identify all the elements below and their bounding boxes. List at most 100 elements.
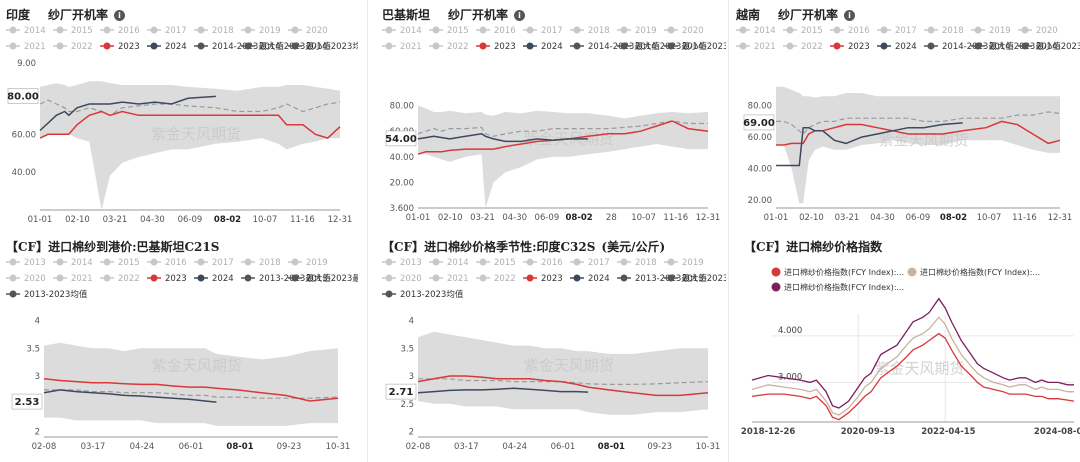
y-tick-label: 60.00 [12, 130, 36, 140]
info-icon[interactable]: i [844, 10, 856, 21]
legend-item: 2017 [895, 26, 917, 36]
legend-dot [432, 274, 440, 282]
legend-dot [291, 274, 299, 282]
legend-item: 2022 [447, 42, 469, 52]
x-tick-label: 03-17 [454, 442, 479, 452]
cursor-value-box [11, 393, 43, 410]
chart-svg[interactable]: 2014 2015 2016 2017 2018 2019 2020 2021 2022 2023… [730, 0, 1080, 228]
panel-title: 【CF】进口棉纱到港价:巴基斯坦C21S [6, 240, 220, 254]
watermark: 紫金天风期货 [152, 357, 242, 375]
y-tick-label: 20.00 [390, 178, 414, 188]
legend-item: 2024 [895, 42, 917, 52]
x-tick-label: 04-30 [870, 213, 895, 223]
legend-item: 2014 [754, 26, 776, 36]
index-series-line [751, 332, 1075, 421]
legend-item: 2023 [541, 274, 563, 284]
cursor-value: 80.00 [7, 91, 39, 102]
legend-dot [56, 274, 64, 282]
index-series-line [751, 316, 1074, 416]
legend-item: 2022 [71, 42, 93, 52]
x-tick-label: 11-16 [290, 215, 315, 225]
legend-dot [291, 26, 299, 34]
y-tick-label: 40.00 [390, 153, 414, 163]
legend-dot [56, 258, 64, 266]
divider [367, 0, 368, 462]
cursor-value: 2.71 [389, 387, 414, 398]
legend-dot [479, 274, 487, 282]
legend-dot [927, 42, 935, 50]
series-2024-line [417, 133, 588, 143]
info-icon[interactable]: i [514, 10, 526, 21]
legend-dot [620, 26, 628, 34]
x-tick-label: 03-21 [835, 213, 860, 223]
panel-title: 巴基斯坦 纱厂开机率 i [382, 6, 526, 23]
y-tick-label: 2 [409, 427, 414, 437]
x-tick-label: 06-01 [551, 442, 576, 452]
chart-svg[interactable]: 2014 2015 2016 2017 2018 2019 2020 2021 2022 2023… [376, 0, 726, 228]
chart-svg[interactable]: 进口棉纱价格指数(FCY Index):... 进口棉纱价格指数(FCY Inde… [730, 232, 1080, 462]
legend-dot [974, 42, 982, 50]
chart-panel-pakistan: 巴基斯坦 纱厂开机率 i 2014 2015 2016 2017 2018 2019 2020 2… [376, 0, 726, 228]
legend-dot [786, 26, 794, 34]
legend-dot [385, 42, 393, 50]
legend-item: 2014 [71, 258, 93, 268]
legend-dot [1021, 42, 1029, 50]
legend-dot [56, 42, 64, 50]
series-avg-line [418, 378, 709, 385]
info-icon[interactable]: i [114, 10, 126, 21]
legend-item: 2015 [494, 258, 516, 268]
legend-dot [103, 42, 111, 50]
x-tick-label: 06-09 [178, 215, 203, 225]
legend-dot [667, 42, 675, 50]
chart-svg[interactable]: 2013 2014 2015 2016 2017 2018 2019 2020 2021 2022… [376, 232, 726, 462]
x-tick-label: 02-08 [406, 442, 431, 452]
legend-item: 2024 [588, 274, 610, 284]
chart-svg[interactable]: 2014 2015 2016 2017 2018 2019 2020 2021 2022 2023… [0, 0, 358, 228]
x-tick-label: 02-10 [438, 213, 463, 223]
range-band [418, 105, 708, 208]
legend-dot [385, 26, 393, 34]
cursor-value: 69.00 [743, 118, 775, 129]
x-tick-label: 28 [606, 213, 617, 223]
x-tick-label: 01-01 [764, 213, 789, 223]
legend-dot [244, 26, 252, 34]
x-tick-label: 08-02 [214, 215, 241, 225]
y-tick-label: 4 [409, 317, 414, 327]
x-tick-label: 04-24 [130, 442, 155, 452]
legend-dot [620, 274, 628, 282]
series-avg-line [776, 111, 1061, 135]
legend-dot [526, 42, 534, 50]
legend-item: 2014 [447, 258, 469, 268]
legend-dot [9, 26, 17, 34]
legend-item: 2023 [494, 42, 516, 52]
x-tick-label: 12-31 [1048, 213, 1073, 223]
legend-dot [432, 258, 440, 266]
legend-dot [385, 290, 393, 298]
series-avg-line [44, 389, 339, 399]
series-2024-line [43, 389, 217, 403]
legend-item: 2024 [212, 274, 234, 284]
legend-item: 2014-2023均值 [306, 41, 358, 52]
legend-dot [432, 42, 440, 50]
x-tick-label: 02-10 [799, 213, 824, 223]
legend-item: 2015 [801, 26, 823, 36]
legend-item: 2015 [118, 258, 140, 268]
x-tick-label: 2018-12-26 [741, 427, 795, 437]
legend-item: 2013 [24, 258, 46, 268]
legend-dot [479, 26, 487, 34]
chart-panel-yarn-index: 【CF】进口棉纱价格指数 进口棉纱价格指数(FCY Index):... 进口棉纱… [730, 232, 1080, 462]
legend-dot [739, 42, 747, 50]
y-tick-label: 4.000 [778, 326, 802, 336]
chart-svg[interactable]: 2013 2014 2015 2016 2017 2018 2019 2020 2021 2022… [0, 232, 358, 462]
x-tick-label: 08-02 [940, 213, 967, 223]
legend-item: 2014-2023均值 [1036, 41, 1080, 52]
x-tick-label: 10-31 [326, 442, 351, 452]
series-2024-line [39, 95, 216, 132]
legend-item: 2019 [682, 258, 704, 268]
legend-dot [526, 26, 534, 34]
legend-dot [833, 42, 841, 50]
legend-item: 2013-2023最小值 [306, 273, 358, 284]
legend-dot [526, 274, 534, 282]
legend-item: 2017 [588, 258, 610, 268]
series-avg-line [39, 99, 341, 116]
